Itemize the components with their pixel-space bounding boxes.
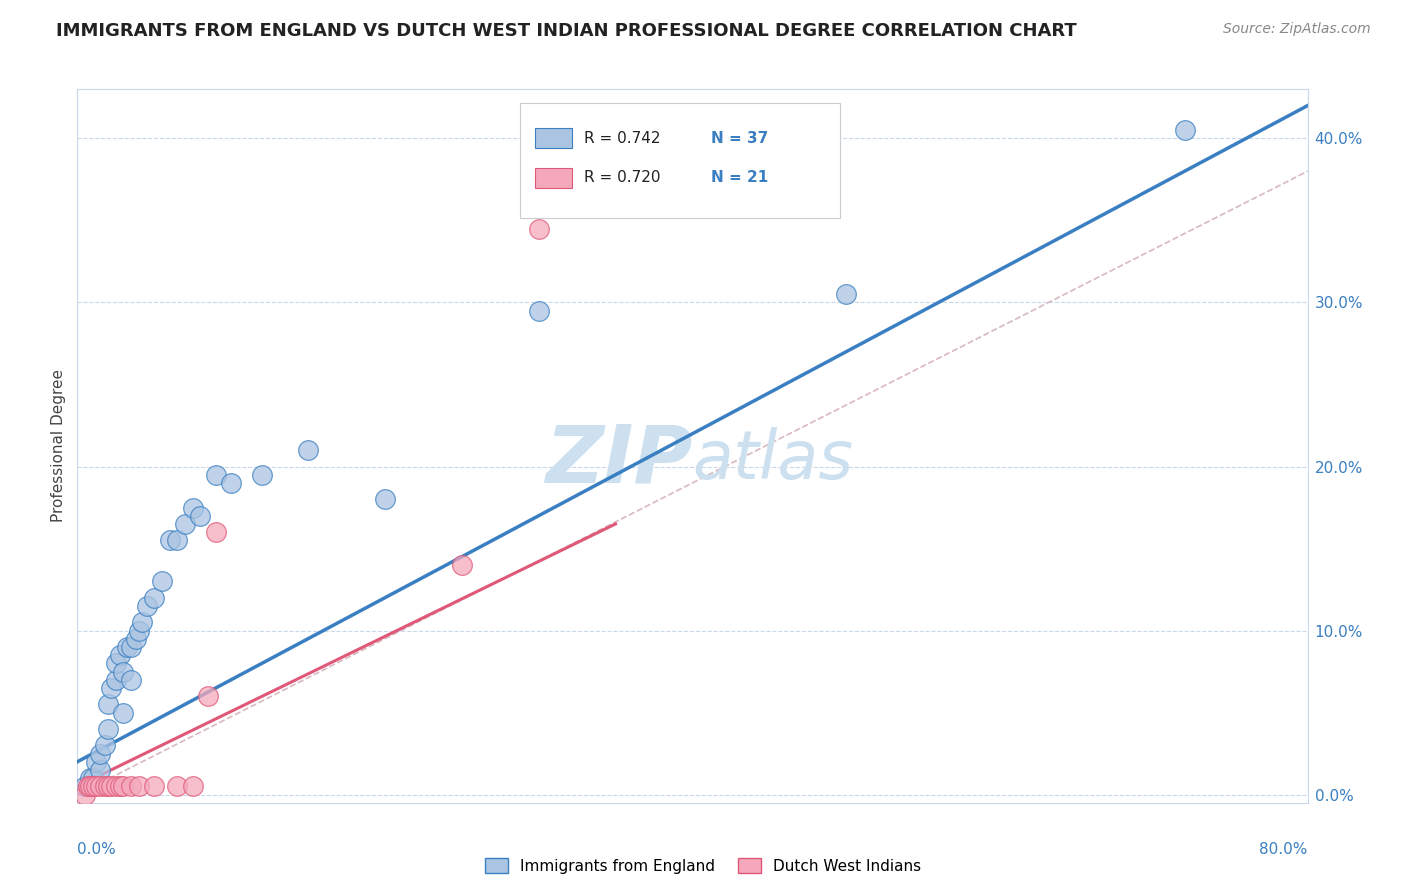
Point <box>166 533 188 548</box>
Point <box>84 780 107 794</box>
Point <box>94 780 117 794</box>
Text: R = 0.742: R = 0.742 <box>585 131 661 146</box>
Point <box>250 467 273 482</box>
Legend: Immigrants from England, Dutch West Indians: Immigrants from England, Dutch West Indi… <box>478 852 928 880</box>
Text: IMMIGRANTS FROM ENGLAND VS DUTCH WEST INDIAN PROFESSIONAL DEGREE CORRELATION CHA: IMMIGRANTS FROM ENGLAND VS DUTCH WEST IN… <box>56 22 1077 40</box>
Text: N = 37: N = 37 <box>711 131 768 146</box>
Point <box>128 624 150 638</box>
FancyBboxPatch shape <box>536 168 572 187</box>
Text: N = 21: N = 21 <box>711 170 768 186</box>
Point <box>97 698 120 712</box>
Text: R = 0.720: R = 0.720 <box>585 170 661 186</box>
Text: 80.0%: 80.0% <box>1260 842 1308 857</box>
Point <box>89 747 111 761</box>
Point <box>131 615 153 630</box>
Point <box>135 599 157 613</box>
Point <box>79 780 101 794</box>
Point <box>73 788 96 802</box>
Point <box>1174 123 1197 137</box>
Point <box>110 648 132 662</box>
Point <box>527 303 550 318</box>
Point <box>73 780 96 794</box>
Point <box>297 443 319 458</box>
Point <box>82 780 104 794</box>
Point <box>112 665 135 679</box>
Point <box>450 558 472 572</box>
Point <box>77 780 100 794</box>
Y-axis label: Professional Degree: Professional Degree <box>51 369 66 523</box>
Point <box>112 780 135 794</box>
Point <box>100 780 122 794</box>
Text: 0.0%: 0.0% <box>77 842 117 857</box>
Point <box>174 516 197 531</box>
Point <box>84 755 107 769</box>
FancyBboxPatch shape <box>520 103 841 218</box>
FancyBboxPatch shape <box>536 128 572 148</box>
Point <box>104 780 127 794</box>
Text: Source: ZipAtlas.com: Source: ZipAtlas.com <box>1223 22 1371 37</box>
Point <box>143 591 166 605</box>
Point <box>97 780 120 794</box>
Point <box>89 763 111 777</box>
Point <box>204 525 226 540</box>
Point <box>97 722 120 736</box>
Point <box>835 287 858 301</box>
Point <box>219 475 242 490</box>
Point <box>204 467 226 482</box>
Point <box>125 632 148 646</box>
Point <box>197 689 219 703</box>
Point <box>115 640 138 654</box>
Point <box>143 780 166 794</box>
Point <box>89 780 111 794</box>
Point <box>79 771 101 785</box>
Point <box>94 739 117 753</box>
Point <box>128 780 150 794</box>
Point <box>104 657 127 671</box>
Text: atlas: atlas <box>693 427 853 493</box>
Point <box>82 771 104 785</box>
Point <box>166 780 188 794</box>
Point <box>159 533 181 548</box>
Point <box>120 780 142 794</box>
Text: ZIP: ZIP <box>546 421 693 500</box>
Point <box>104 673 127 687</box>
Point <box>181 780 204 794</box>
Point <box>181 500 204 515</box>
Point <box>100 681 122 695</box>
Point <box>527 221 550 235</box>
Point <box>120 673 142 687</box>
Point <box>110 780 132 794</box>
Point <box>150 574 173 589</box>
Point <box>120 640 142 654</box>
Point <box>188 508 212 523</box>
Point <box>112 706 135 720</box>
Point <box>374 492 396 507</box>
